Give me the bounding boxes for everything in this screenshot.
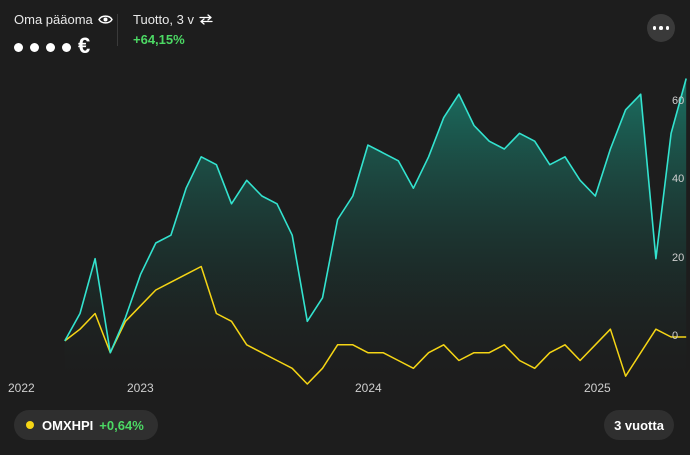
more-dot [659,26,663,30]
return-label: Tuotto, 3 v [133,12,194,27]
return-value: +64,15% [133,32,185,47]
x-tick-label: 2023 [127,381,154,395]
capital-label: Oma pääoma [14,12,93,27]
x-tick-label: 2024 [355,381,382,395]
capital-hidden-value: € [14,33,113,59]
x-tick-label: 2022 [8,381,35,395]
return-label-row: Tuotto, 3 v [133,12,213,27]
benchmark-name: OMXHPI [42,417,94,433]
capital-block: Oma pääoma € [14,12,113,59]
header-divider [117,14,118,46]
benchmark-chip[interactable]: OMXHPI +0,64% [14,410,158,440]
y-tick-label: 60 [672,95,685,107]
more-dot [665,26,670,30]
capital-currency: € [78,33,91,58]
performance-chart[interactable] [0,0,690,400]
benchmark-line [64,265,687,385]
portfolio-header: Oma pääoma € Tuotto, 3 v +64,15% [0,0,690,60]
more-dot [652,26,657,30]
capital-label-row: Oma pääoma [14,12,113,27]
y-tick-label: 20 [672,251,685,264]
more-options-button[interactable] [647,14,675,42]
swap-arrows-icon[interactable] [199,14,213,25]
x-tick-label: 2025 [584,381,611,395]
benchmark-color-dot [26,421,34,429]
portfolio-area-fill [64,78,687,375]
portfolio-line [64,78,687,354]
return-block[interactable]: Tuotto, 3 v +64,15% [133,12,213,47]
masked-value-dots [14,33,78,59]
period-selector-button[interactable]: 3 vuotta [604,410,674,440]
y-tick-label: 40 [672,173,685,186]
y-tick-label: 0 [672,330,679,342]
eye-icon[interactable] [97,14,113,25]
benchmark-change: +0,64% [99,417,144,433]
